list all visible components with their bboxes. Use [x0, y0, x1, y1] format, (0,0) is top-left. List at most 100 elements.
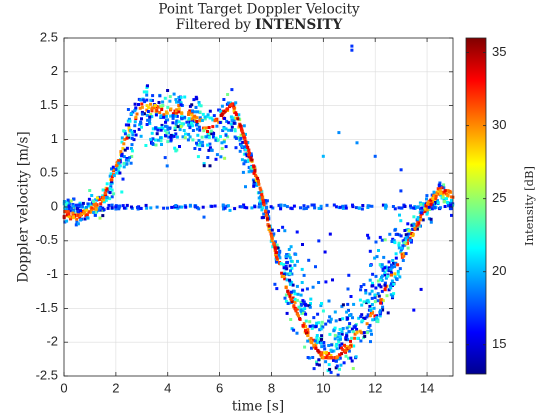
data-point: [429, 220, 433, 224]
data-point: [286, 302, 290, 305]
data-point: [320, 302, 323, 305]
data-point: [239, 127, 243, 131]
data-point: [201, 205, 205, 209]
data-point: [370, 204, 374, 208]
data-point: [184, 132, 187, 136]
data-point: [315, 360, 318, 364]
data-point: [438, 181, 442, 185]
data-point: [347, 356, 350, 360]
data-point: [65, 200, 69, 204]
data-point: [201, 144, 205, 148]
data-point: [145, 206, 149, 210]
data-point: [278, 256, 282, 260]
data-point: [400, 206, 404, 210]
data-point: [416, 205, 420, 209]
data-point: [193, 110, 197, 114]
data-point: [271, 245, 275, 249]
data-point: [146, 118, 150, 122]
data-point: [264, 209, 268, 213]
data-point: [286, 254, 290, 258]
data-point: [200, 135, 204, 139]
data-point: [243, 205, 247, 209]
data-point: [220, 147, 224, 150]
data-point: [394, 233, 398, 236]
data-point: [102, 198, 105, 202]
data-point: [302, 311, 305, 315]
data-point: [434, 194, 438, 198]
data-point: [436, 201, 440, 205]
data-point: [130, 155, 134, 158]
data-point: [304, 319, 308, 323]
data-point: [87, 204, 90, 208]
data-point: [289, 269, 292, 273]
data-point: [439, 186, 442, 190]
data-point: [217, 120, 221, 124]
data-point: [171, 121, 175, 125]
data-point: [344, 206, 348, 210]
data-point: [420, 206, 424, 210]
chart-title-line-2: Filtered by INTENSITY: [176, 17, 343, 33]
data-point: [122, 206, 126, 210]
data-point: [175, 114, 179, 118]
data-point: [379, 298, 383, 302]
data-point: [408, 236, 412, 240]
data-point: [252, 171, 256, 175]
data-point: [215, 124, 219, 128]
data-point: [225, 119, 229, 123]
data-point: [148, 120, 151, 124]
data-point: [383, 283, 387, 287]
data-point: [85, 206, 88, 209]
data-point: [256, 179, 260, 183]
data-point: [394, 252, 398, 256]
data-point: [340, 352, 344, 356]
data-point: [239, 133, 243, 137]
data-point: [132, 138, 136, 142]
data-point: [254, 174, 258, 178]
data-point: [234, 113, 238, 116]
data-point: [252, 180, 256, 184]
data-point: [427, 217, 431, 221]
data-point: [339, 363, 343, 367]
data-point: [121, 146, 125, 150]
data-point: [407, 238, 411, 242]
data-point: [206, 143, 210, 147]
data-point: [383, 266, 387, 270]
data-point: [208, 109, 212, 113]
data-point: [137, 103, 140, 106]
data-point: [250, 158, 254, 162]
data-point: [373, 293, 377, 297]
data-point: [390, 263, 393, 267]
data-point: [169, 135, 173, 139]
data-point: [270, 234, 274, 238]
data-point: [412, 308, 416, 312]
data-point: [118, 204, 122, 208]
data-point: [312, 367, 316, 371]
data-point: [401, 259, 405, 262]
data-point: [260, 193, 264, 197]
data-point: [350, 44, 354, 48]
data-point: [81, 201, 85, 205]
data-point: [202, 129, 206, 133]
data-point: [314, 346, 318, 350]
data-point: [370, 296, 374, 300]
data-point: [319, 206, 323, 210]
data-point: [350, 327, 354, 331]
y-tick-label: -0.5: [36, 232, 58, 247]
data-point: [387, 266, 391, 270]
data-point: [213, 119, 217, 123]
data-point: [208, 132, 212, 136]
data-point: [302, 207, 306, 211]
data-point: [324, 322, 328, 326]
data-point: [259, 199, 263, 203]
data-point: [162, 113, 166, 117]
data-point: [262, 201, 266, 205]
data-point: [419, 287, 423, 291]
data-point: [341, 348, 345, 352]
data-point: [103, 188, 107, 192]
data-point: [178, 205, 182, 209]
data-point: [378, 277, 382, 281]
data-point: [76, 222, 80, 226]
data-point: [223, 117, 227, 120]
data-point: [283, 296, 287, 300]
data-point: [353, 332, 357, 336]
